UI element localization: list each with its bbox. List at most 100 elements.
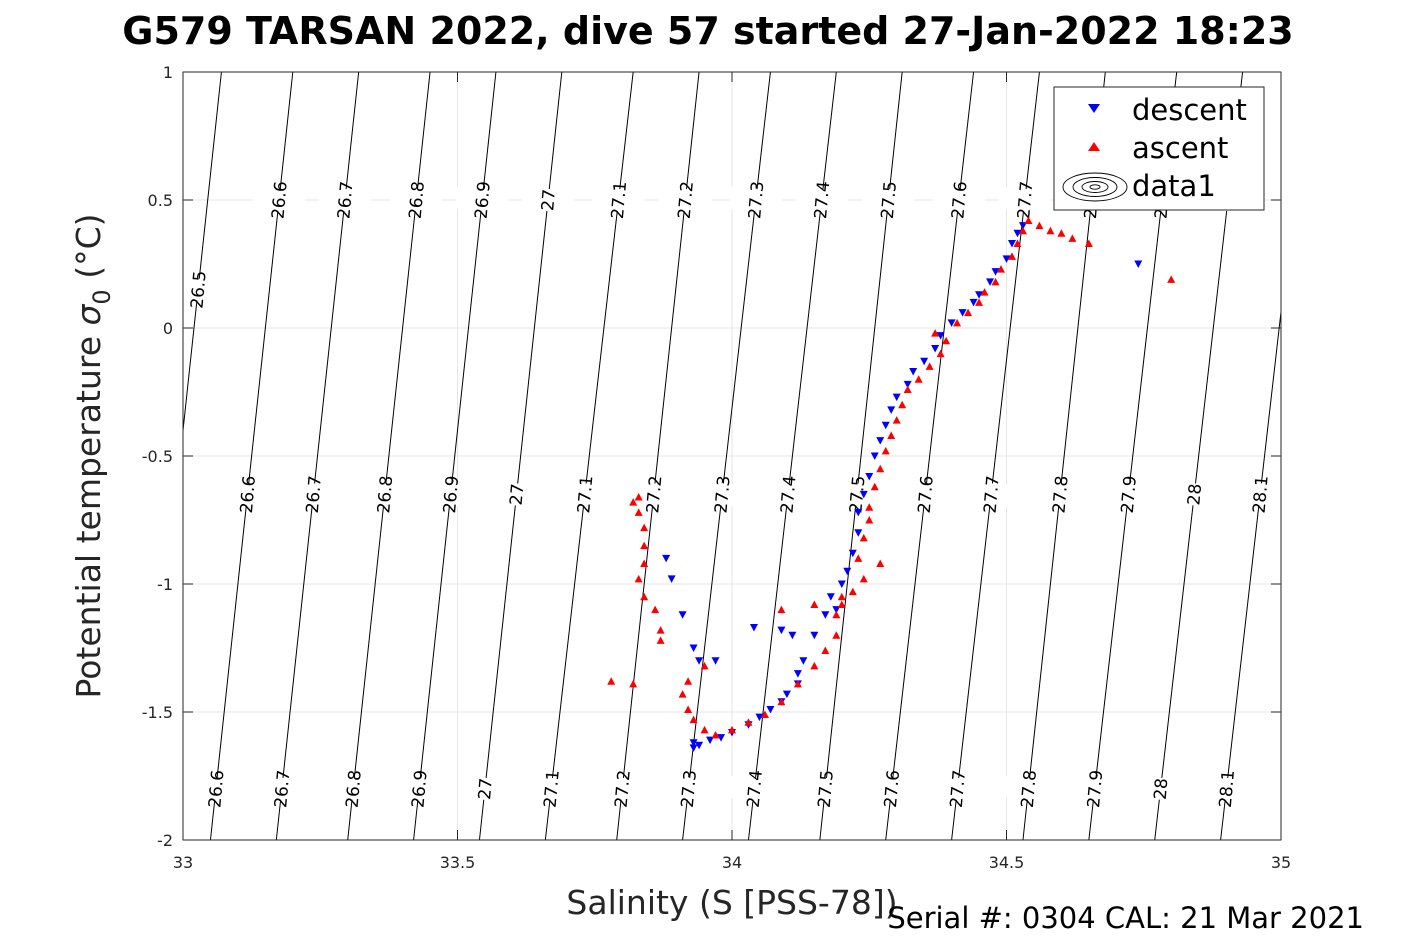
isopycnal-label-bg [171,276,225,303]
descent-point [854,508,863,517]
isopycnal-label-bg [489,481,544,508]
isopycnal-label-bg [727,775,782,803]
isopycnal-label-bg [830,481,884,508]
isopycnal-label-bg [524,775,579,803]
ascent-point [684,677,693,685]
ascent-point [837,592,846,601]
isopycnal-label-bg [189,775,243,803]
y-axis-label-main: Potential temperature [69,326,108,699]
ascent-point [1013,239,1022,248]
descent-point [689,644,698,652]
descent-point [777,626,786,635]
isopycnal-label-bg [286,481,341,508]
ascent-point [760,710,769,719]
ascent-point [634,574,643,583]
descent-point [881,421,890,430]
isopycnal-label: 27.5 [846,475,869,514]
isopycnal-label: 27.6 [881,769,904,808]
ascent-point [1046,226,1055,235]
descent-point [810,631,819,640]
descent-point [854,529,863,537]
legend-box [1053,86,1265,211]
x-tick-label: 35 [1271,853,1291,872]
isopycnal-label-bg [458,775,512,803]
isopycnal-label: 27 [475,777,497,800]
ascent-point [914,375,923,383]
isopycnal-label-bg [898,481,953,508]
isopycnal-label-bg [1101,481,1156,508]
isopycnal-label-bg [1033,481,1087,508]
descent-point [1002,255,1011,263]
ascent-point [640,559,649,568]
descent-point [1007,240,1016,248]
ascent-point [711,731,720,739]
isopycnal-label: 26.8 [374,475,397,514]
ascent-point [634,492,643,501]
ascent-point [832,631,841,639]
descent-point [782,690,791,699]
isopycnal-label-bg [455,186,510,214]
descent-point [821,611,830,619]
ascent-point [656,626,665,634]
isopycnal-label-bg [392,775,446,803]
ascent-point [837,600,846,608]
descent-point [826,593,835,601]
ascent-point [975,298,984,306]
ascent-point [1035,221,1044,230]
ascent-point [810,661,819,670]
ascent-point [876,559,885,568]
descent-point [788,631,797,640]
isopycnal-label-bg [521,186,575,214]
descent-point [969,298,978,307]
descent-point [1013,229,1022,238]
isopycnal-line [182,71,222,431]
isopycnal-label: 26.9 [472,180,495,219]
ascent-point [887,431,896,440]
descent-point [975,291,984,299]
descent-point [689,739,698,747]
isopycnal-label-bg [626,481,681,508]
y-axis-label-symbol: σ [69,304,108,326]
legend-ascent-label: ascent [1132,131,1228,165]
legend-ascent-marker [1088,142,1100,151]
descent-point [766,705,775,714]
ascent-point [689,715,698,724]
isopycnal-label-bg [661,775,716,803]
isopycnal-label: 27.5 [878,180,901,219]
isopycnal-label-bg [1199,775,1254,803]
ascent-point [848,587,857,596]
isopycnal-label: 27.7 [947,769,970,808]
isopycnal-label-bg [252,186,306,214]
isopycnal-label: 27.2 [675,180,698,219]
descent-point [947,319,956,327]
ascent-point [936,349,945,358]
ascent-point [640,592,649,601]
ascent-point [1068,234,1077,242]
descent-point [920,357,929,366]
descent-point [991,268,1000,276]
x-tick-label: 34.5 [989,853,1025,872]
y-axis-label-unit: (°C) [69,214,108,290]
isopycnal-label: 26.5 [187,270,210,309]
y-tick-label: -2 [157,831,173,850]
isopycnal-label-bg [591,186,646,214]
isopycnal-label-bg [1067,775,1122,803]
isopycnal-label-bg [728,186,783,214]
ascent-point [1084,239,1093,248]
isopycnal-label-bg [798,775,853,803]
ascent-point [859,574,868,583]
legend-contour-icon [1062,172,1128,202]
descent-point [892,393,901,402]
descent-point [986,278,995,286]
isopycnal-label: 26.6 [237,475,260,514]
ascent-point [876,464,885,473]
x-tick-label: 33 [173,853,193,872]
isopycnal-label-bg [1167,481,1222,508]
isopycnal-label-bg [1133,775,1188,803]
isopycnal-label: 28 [1151,777,1173,800]
ascent-point [629,498,638,506]
descent-point [909,368,918,376]
isopycnal-label-bg [932,186,986,214]
isopycnal-label: 26.7 [334,180,357,219]
isopycnal-label-bg [794,186,849,214]
